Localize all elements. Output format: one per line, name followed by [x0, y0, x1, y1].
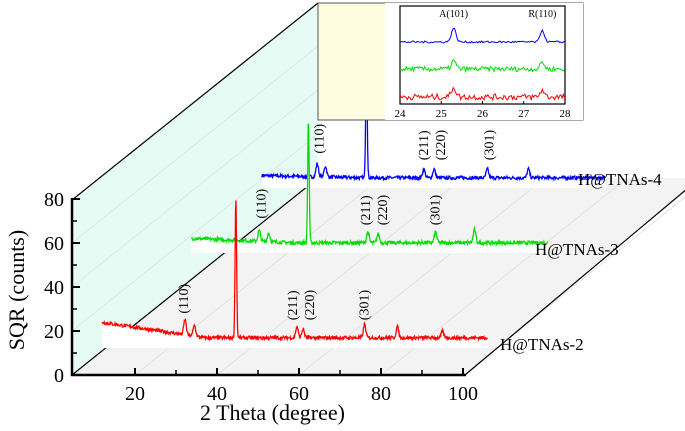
inset-x-tick-label: 24 [395, 108, 407, 120]
series-line [261, 63, 607, 182]
peak-label: (220) [376, 195, 391, 226]
x-tick-label: 80 [371, 383, 391, 405]
grid-line [71, 89, 319, 288]
peak-label: (110) [177, 283, 192, 313]
inset-content: 24 25 26 27 28 A(101) R(110) [395, 9, 572, 120]
series-label: H@TNAs-4 [578, 170, 662, 189]
y-tick-label: 20 [44, 321, 64, 343]
y-tick-label: 80 [44, 189, 64, 211]
grid-line [71, 133, 319, 332]
series-H@TNAs-4: (110) (211) (220) (301) H@TNAs-4 [261, 63, 662, 189]
y-tick-label: 0 [54, 365, 64, 387]
series-ribbon [102, 200, 488, 348]
x-tick-label: 40 [207, 383, 227, 405]
grid-line [71, 45, 319, 244]
series-label: H@TNAs-2 [500, 335, 584, 354]
peak-label: (211) [417, 130, 432, 160]
peak-label: (220) [303, 290, 318, 321]
peak-label: (220) [434, 130, 449, 161]
depth-top-edge [71, 2, 319, 201]
axis-ticks: 0 20 40 60 80 20 40 60 80 100 [44, 189, 478, 405]
series-line [190, 123, 549, 247]
y-axis-label: SQR (counts) [4, 230, 29, 350]
inset-panel [385, 3, 583, 120]
inset-x-tick-label: 25 [436, 108, 448, 120]
peak-label: (110) [312, 123, 327, 153]
peak-label: (301) [482, 130, 497, 161]
inset-series-line [399, 86, 566, 102]
inset-plot: 24 25 26 27 28 A(101) R(110) [317, 2, 584, 121]
series-H@TNAs-2: (110) (211) (220) (301) H@TNAs-2 [101, 200, 584, 354]
peak-label: (211) [359, 195, 374, 225]
inset-series-line [399, 27, 565, 44]
peak-label: (301) [429, 195, 444, 226]
x-tick-label: 20 [125, 383, 145, 405]
x-axis-label: 2 Theta (degree) [200, 400, 345, 425]
series-group: (110) (211) (220) (301)H@TNAs-4(110) (211) (2… [101, 63, 662, 354]
depth-right-edge [464, 189, 685, 376]
inset-x-tick-label: 27 [518, 108, 530, 120]
inset-x-tick-label: 28 [560, 108, 572, 120]
x-tick-label: 100 [448, 383, 478, 405]
floor [72, 178, 685, 375]
series-H@TNAs-3: (110) (211) (220) (301)H@TNAs-3 [190, 123, 619, 259]
x-tick-label: 60 [289, 383, 309, 405]
series-label: H@TNAs-3 [535, 240, 619, 259]
series-line [101, 200, 488, 342]
inset-series-line [399, 59, 566, 74]
y-tick-label: 40 [44, 277, 64, 299]
inset-annotation: R(110) [528, 9, 556, 20]
peak-label: (110) [254, 188, 269, 218]
inset-x-tick-label: 26 [477, 108, 489, 120]
peak-label: (211) [286, 290, 301, 320]
y-tick-label: 60 [44, 233, 64, 255]
peak-label: (301) [358, 290, 373, 321]
inset-annotation: A(101) [439, 9, 468, 20]
